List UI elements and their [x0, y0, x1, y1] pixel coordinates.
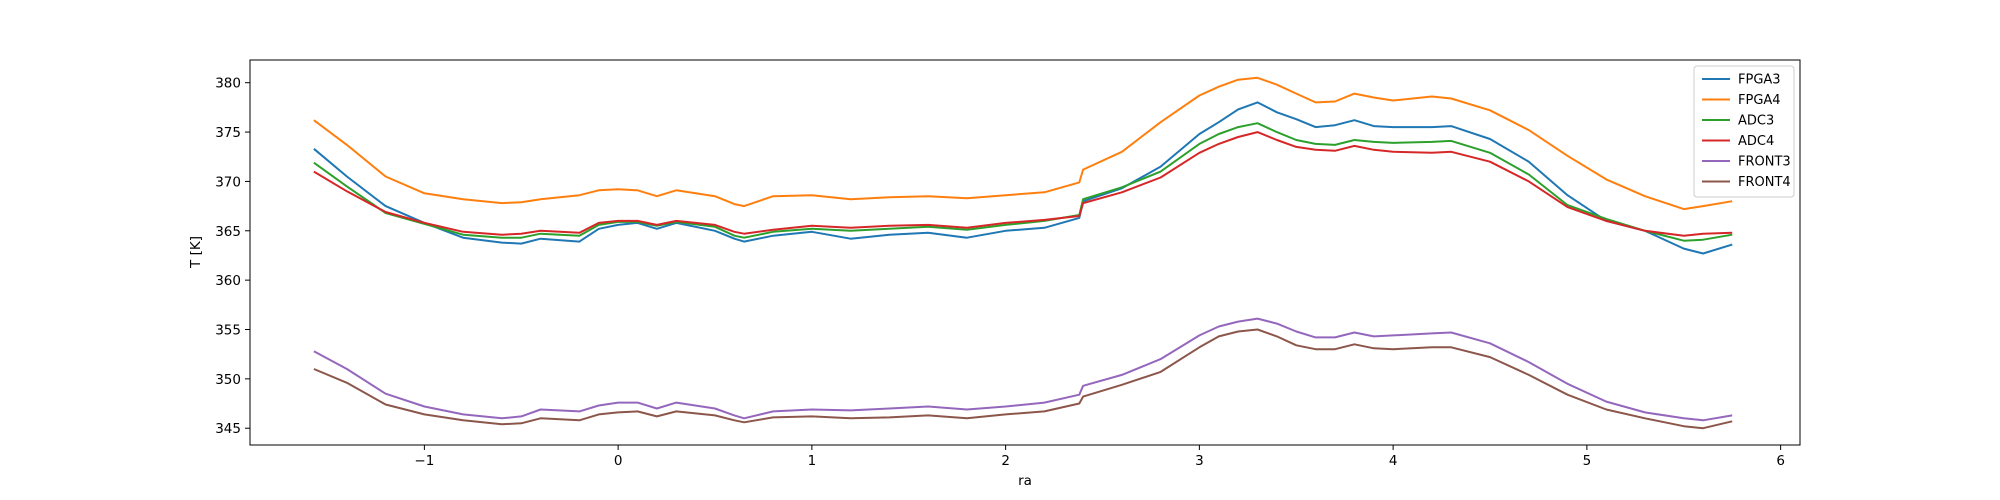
y-tick-label: 365	[215, 224, 241, 240]
y-tick-label: 375	[215, 125, 241, 141]
x-tick-label: 3	[1195, 453, 1204, 469]
x-tick-label: 5	[1583, 453, 1592, 469]
y-tick-label: 355	[215, 323, 241, 339]
x-tick-label: 6	[1776, 453, 1785, 469]
legend-label-fpga3: FPGA3	[1738, 73, 1781, 88]
y-axis-label: T [K]	[188, 236, 204, 269]
y-axis-ticks: 345 350 355 360 365 370 375 380	[215, 76, 250, 437]
y-tick-label: 360	[215, 273, 241, 289]
series-line-front3	[313, 317, 1733, 422]
series-layer	[313, 76, 1733, 430]
y-tick-label: 345	[215, 421, 241, 437]
x-axis-label: ra	[1018, 473, 1032, 489]
x-tick-label: −1	[414, 453, 434, 469]
x-tick-label: 0	[614, 453, 623, 469]
series-line-front4	[313, 328, 1733, 430]
plot-frame	[249, 59, 1801, 446]
y-tick-label: 380	[215, 76, 241, 92]
x-axis-ticks: −1 0 1 2 3 4 5 6	[414, 445, 1785, 469]
legend: FPGA3 FPGA4 ADC3 ADC4 FRONT3 FRONT4	[1693, 65, 1795, 198]
series-line-fpga3	[313, 101, 1733, 255]
x-tick-label: 1	[808, 453, 817, 469]
legend-label-adc3: ADC3	[1738, 114, 1774, 129]
y-tick-label: 370	[215, 174, 241, 190]
y-tick-label: 350	[215, 372, 241, 388]
series-line-adc4	[313, 131, 1733, 237]
legend-label-front3: FRONT3	[1738, 155, 1791, 170]
plot-area	[250, 60, 1800, 445]
legend-label-front4: FRONT4	[1738, 175, 1791, 190]
legend-label-adc4: ADC4	[1738, 134, 1774, 149]
x-tick-label: 4	[1389, 453, 1398, 469]
legend-label-fpga4: FPGA4	[1738, 93, 1781, 108]
series-line-fpga4	[313, 76, 1733, 211]
x-tick-label: 2	[1001, 453, 1010, 469]
